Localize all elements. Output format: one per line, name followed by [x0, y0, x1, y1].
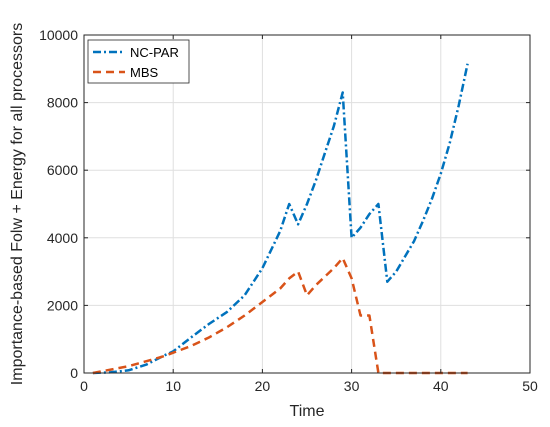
legend-label-nc-par: NC-PAR: [130, 45, 179, 60]
plot-frame: [83, 34, 531, 374]
grid: [83, 34, 531, 374]
y-tick-label: 2000: [47, 297, 78, 313]
legend: NC-PAR MBS: [87, 39, 190, 84]
legend-box: [87, 39, 190, 84]
x-tick-label: 20: [255, 378, 271, 394]
y-tick-label: 10000: [39, 27, 78, 43]
ticks: 0 10 20 30 40 50 0 2000 4000 6000 8000 10000: [39, 27, 538, 394]
x-tick-label: 0: [80, 378, 88, 394]
series-line-nc-par: [92, 63, 469, 375]
x-tick-label: 40: [433, 378, 449, 394]
x-tick-label: 10: [165, 378, 181, 394]
y-axis-title: Importance-based Folw + Energy for all p…: [9, 23, 26, 385]
y-tick-label: 6000: [47, 162, 78, 178]
series-line-mbs: [92, 256, 468, 375]
legend-label-mbs: MBS: [130, 65, 159, 80]
x-tick-label: 50: [522, 378, 538, 394]
series-lines: [92, 63, 469, 375]
y-tick-label: 4000: [47, 230, 78, 246]
y-tick-label: 0: [70, 365, 78, 381]
y-tick-label: 8000: [47, 95, 78, 111]
x-tick-label: 30: [344, 378, 360, 394]
x-axis-title: Time: [290, 403, 325, 420]
